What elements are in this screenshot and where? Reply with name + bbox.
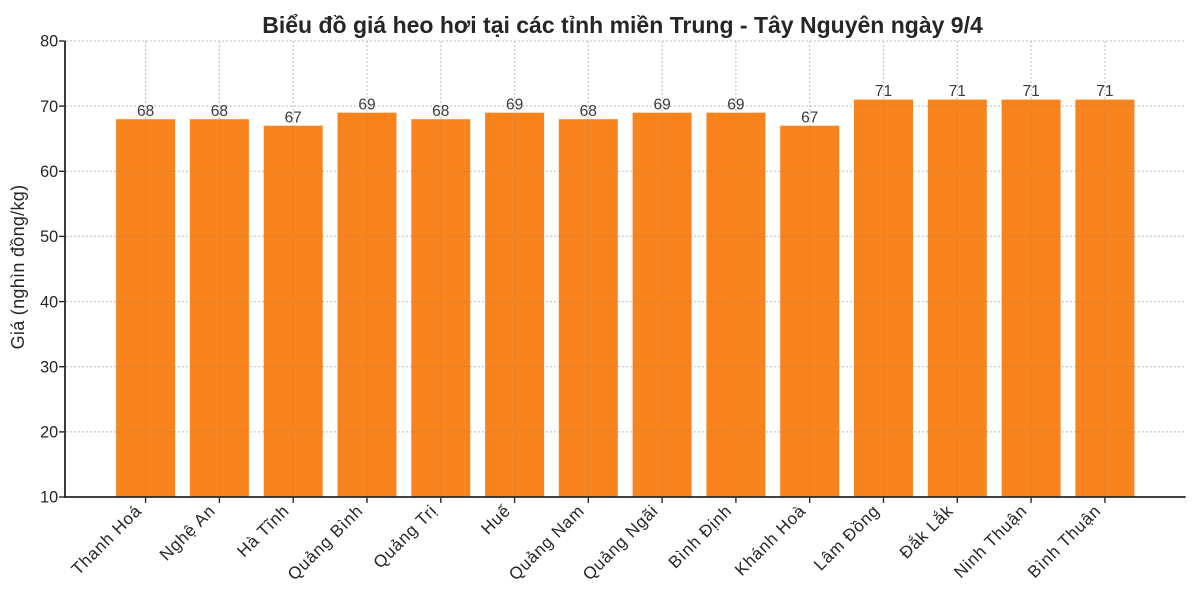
svg-text:71: 71: [949, 83, 966, 100]
svg-text:68: 68: [137, 103, 154, 120]
svg-text:71: 71: [875, 83, 892, 100]
svg-text:71: 71: [1096, 83, 1113, 100]
svg-text:40: 40: [40, 293, 58, 311]
svg-text:69: 69: [506, 96, 523, 113]
svg-text:80: 80: [40, 33, 58, 51]
svg-text:67: 67: [801, 109, 818, 126]
svg-text:68: 68: [432, 103, 449, 120]
svg-text:50: 50: [40, 228, 58, 246]
svg-text:Giá (nghìn đồng/kg): Giá (nghìn đồng/kg): [8, 185, 28, 350]
svg-text:60: 60: [40, 163, 58, 181]
svg-text:68: 68: [580, 103, 597, 120]
svg-text:71: 71: [1022, 83, 1039, 100]
svg-text:Biểu đồ giá heo hơi tại các tỉ: Biểu đồ giá heo hơi tại các tỉnh miền Tr…: [262, 12, 983, 38]
svg-text:20: 20: [40, 424, 58, 442]
svg-text:69: 69: [653, 96, 670, 113]
svg-text:69: 69: [727, 96, 744, 113]
svg-text:70: 70: [40, 98, 58, 116]
svg-text:10: 10: [40, 489, 58, 507]
svg-text:69: 69: [358, 96, 375, 113]
svg-text:68: 68: [211, 103, 228, 120]
svg-text:67: 67: [285, 109, 302, 126]
svg-text:30: 30: [40, 358, 58, 376]
